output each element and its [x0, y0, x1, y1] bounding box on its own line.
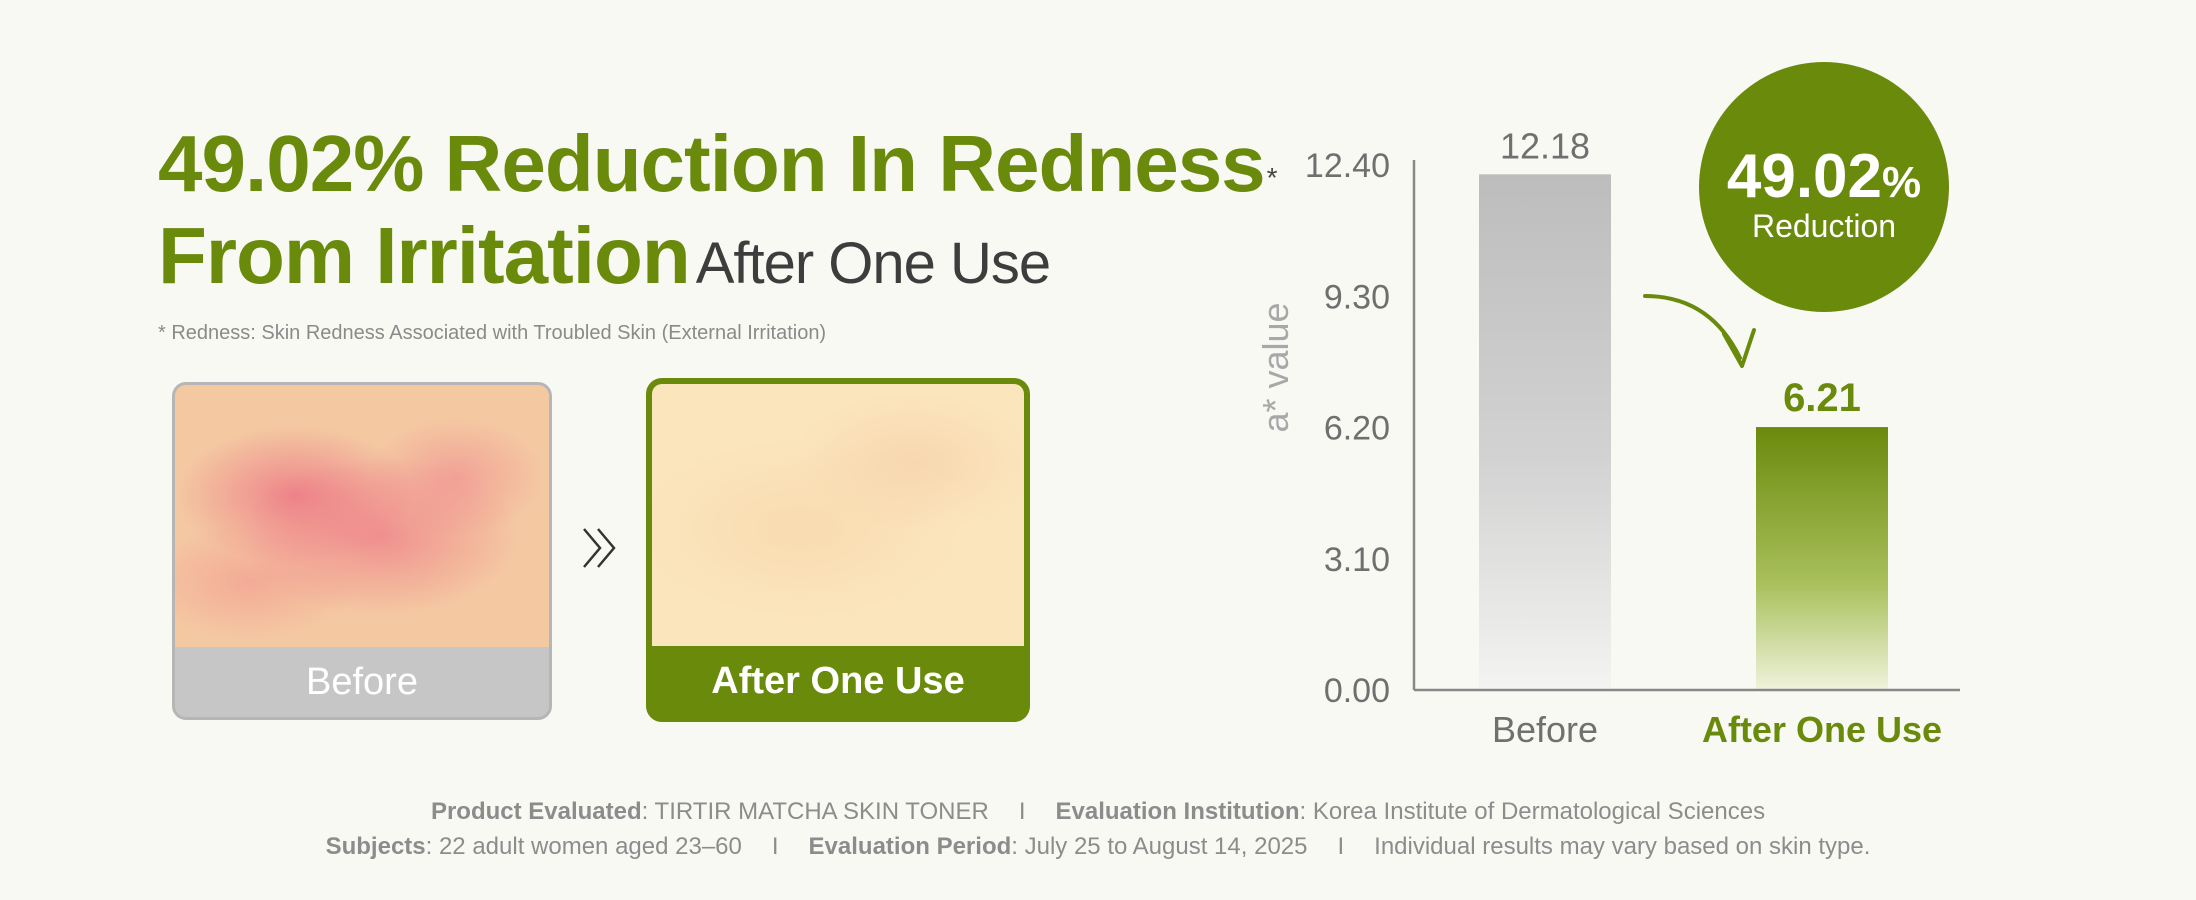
- before-skin-image: [175, 385, 549, 647]
- before-photo: Before: [172, 382, 552, 720]
- institution-value: : Korea Institute of Dermatological Scie…: [1299, 798, 1766, 825]
- info-row-2: Subjects: 22 adult women aged 23–60 I Eval…: [0, 833, 2196, 861]
- period-value: : July 25 to August 14, 2025: [1011, 833, 1308, 860]
- headline-line-2-text: From Irritation: [158, 211, 691, 300]
- x-tick-label: Before: [1492, 709, 1598, 750]
- y-axis-title: a* value: [1255, 302, 1296, 432]
- product-value: : TIRTIR MATCHA SKIN TONER: [641, 798, 989, 825]
- info-row-1: Product Evaluated: TIRTIR MATCHA SKIN TO…: [0, 798, 2196, 826]
- reduction-badge: [1699, 62, 1949, 312]
- arrow-head-icon: [1722, 328, 1756, 368]
- y-tick-label: 12.40: [1305, 147, 1390, 185]
- subjects-value: : 22 adult women aged 23–60: [425, 833, 742, 860]
- y-tick-label: 6.20: [1324, 410, 1390, 448]
- bar-value-label: 12.18: [1500, 125, 1590, 166]
- bar-after: [1756, 427, 1888, 689]
- headline-line-2: From Irritation After One Use: [158, 210, 1277, 310]
- headline-line-1-text: 49.02% Reduction In Redness: [158, 119, 1266, 208]
- info-separator: I: [771, 833, 779, 860]
- footnote: * Redness: Skin Redness Associated with …: [158, 322, 827, 344]
- redness-bar-chart: 0.00 3.10 6.20 9.30 12.40 a* value 12.18 Before…: [1255, 62, 1960, 750]
- curved-arrow-icon: [1643, 294, 1742, 360]
- before-photo-label: Before: [306, 660, 418, 703]
- subjects-label: Subjects: [325, 833, 426, 860]
- headline-line-1: 49.02% Reduction In Redness*: [158, 118, 1278, 210]
- after-skin-image: [652, 384, 1024, 646]
- after-photo: After One Use: [646, 378, 1030, 722]
- y-tick-label: 3.10: [1324, 541, 1390, 579]
- after-photo-label: After One Use: [711, 659, 965, 702]
- y-tick-label: 0.00: [1324, 672, 1390, 710]
- headline-asterisk: *: [1266, 162, 1278, 193]
- x-tick-label: After One Use: [1702, 709, 1942, 750]
- bar-before: [1479, 174, 1611, 689]
- info-separator: I: [1018, 798, 1026, 825]
- period-label: Evaluation Period: [808, 833, 1012, 860]
- double-chevron-right-icon: [583, 528, 616, 568]
- headline: 49.02% Reduction In Redness* From Irrita…: [158, 118, 1278, 310]
- badge-label: Reduction: [1752, 208, 1896, 244]
- product-label: Product Evaluated: [430, 798, 642, 825]
- y-tick-label: 9.30: [1324, 278, 1390, 316]
- institution-label: Evaluation Institution: [1055, 798, 1300, 825]
- bar-value-label: 6.21: [1783, 376, 1861, 420]
- headline-suffix: After One Use: [695, 231, 1051, 296]
- info-separator: I: [1337, 833, 1345, 860]
- disclaimer: Individual results may vary based on ski…: [1374, 833, 1871, 860]
